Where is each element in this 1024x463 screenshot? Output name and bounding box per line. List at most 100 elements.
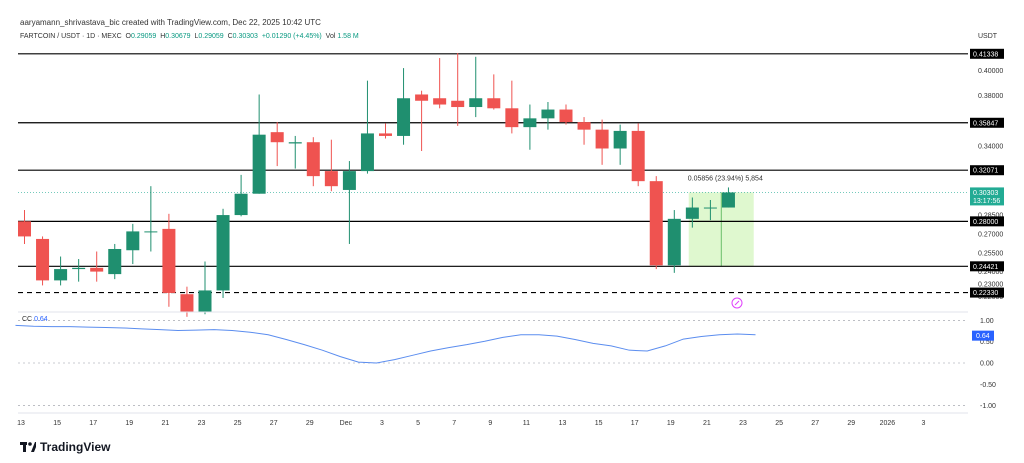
candle[interactable] [703, 199, 717, 221]
candle[interactable] [288, 135, 302, 169]
candle-body [703, 207, 717, 209]
candle[interactable] [685, 197, 699, 228]
tradingview-logo[interactable]: TradingView [20, 440, 110, 454]
candle[interactable] [415, 90, 429, 152]
candle[interactable] [433, 58, 447, 109]
candle[interactable] [126, 223, 140, 265]
time-tick-label: 17 [631, 420, 639, 427]
time-tick-label: 19 [125, 420, 133, 427]
close-value: 0.30303 [232, 33, 258, 40]
level-badge [970, 287, 1004, 298]
candle[interactable] [90, 251, 104, 282]
close-label: C [227, 33, 233, 40]
tradingview-logo-text: TradingView [40, 440, 111, 454]
low-label: L [194, 33, 199, 40]
candle[interactable] [360, 80, 374, 174]
candle-body [90, 267, 104, 272]
time-tick-label: 23 [739, 420, 747, 427]
candle-body [469, 98, 483, 108]
candle[interactable] [487, 74, 501, 110]
candle-body [667, 218, 681, 266]
price-tick-label: 0.34000 [978, 143, 1003, 150]
level-badge-label: 0.35847 [973, 120, 998, 127]
time-tick-label: 27 [270, 420, 278, 427]
candle[interactable] [36, 236, 50, 286]
candle[interactable] [721, 187, 735, 208]
price-tick-label: 0.40000 [978, 68, 1003, 75]
candle[interactable] [324, 139, 338, 192]
candle[interactable] [270, 122, 284, 167]
candle-body [360, 133, 374, 172]
time-tick-label: 7 [452, 420, 456, 427]
level-badge-label: 0.28000 [973, 219, 998, 226]
candle-body [108, 248, 122, 275]
time-tick-label: 17 [89, 420, 97, 427]
candle[interactable] [541, 102, 555, 130]
open-label: O [125, 33, 131, 40]
candle[interactable] [667, 210, 681, 273]
candle[interactable] [379, 123, 392, 139]
candle[interactable] [613, 124, 627, 165]
candle[interactable] [306, 137, 320, 187]
candle-body [288, 142, 302, 144]
time-tick-label: 15 [595, 420, 603, 427]
low-value: 0.29059 [198, 33, 224, 40]
time-tick-label: 15 [53, 420, 61, 427]
candle[interactable] [523, 104, 537, 150]
candle-body [234, 193, 248, 216]
candle-body [72, 267, 86, 270]
candle-body [252, 134, 266, 194]
candle[interactable] [54, 256, 68, 286]
candle-body [487, 98, 501, 109]
alert-icon[interactable] [731, 297, 743, 309]
time-tick-label: 2026 [880, 420, 896, 427]
time-tick-label: 25 [234, 420, 242, 427]
candle-body [415, 94, 429, 101]
level-badge [970, 165, 1004, 176]
level-badge-label: 0.24421 [973, 264, 998, 271]
candle-body [523, 118, 537, 128]
candle[interactable] [451, 53, 465, 126]
candle[interactable] [595, 119, 609, 165]
indicator-tick-label: -1.00 [980, 403, 996, 410]
level-badge [970, 117, 1004, 128]
candle[interactable] [559, 104, 573, 125]
candle[interactable] [342, 161, 356, 244]
time-tick-label: 21 [703, 420, 711, 427]
candle[interactable] [649, 176, 663, 270]
candle[interactable] [162, 213, 176, 307]
candle[interactable] [72, 259, 86, 282]
change-value: +0.01290 (+4.45%) [261, 33, 322, 40]
level-badge [970, 261, 1004, 272]
level-badge-label: 0.41338 [973, 51, 998, 58]
price-axis: 0.40000 0.38000 0.34000 0.28500 0.27000 0.255… [978, 68, 1003, 301]
candle[interactable] [577, 117, 591, 145]
indicator-pane: 1.00 0.50 0.00 -0.50 -1.00 0.64 [15, 311, 996, 410]
candle-body [270, 132, 284, 143]
level-badge [970, 48, 1004, 59]
level-badge-label: 0.32071 [973, 168, 998, 175]
volume-value: 1.58 M [337, 33, 359, 40]
symbol-name[interactable]: FARTCOIN / USDT · 1D · MEXC [20, 33, 122, 40]
time-tick-label: 13 [17, 420, 25, 427]
indicator-legend[interactable]: CC 0.64 [22, 316, 48, 323]
candle[interactable] [108, 243, 122, 280]
candle-body [162, 228, 176, 293]
candle[interactable] [198, 261, 212, 315]
candle-body [306, 142, 320, 177]
candle-body [324, 171, 338, 187]
candle[interactable] [469, 56, 483, 118]
candle-body [505, 108, 519, 128]
candle[interactable] [18, 210, 31, 244]
candle[interactable] [144, 186, 158, 252]
indicator-tick-label: 1.00 [980, 318, 994, 325]
candle[interactable] [252, 94, 266, 194]
candle[interactable] [397, 68, 411, 145]
candle[interactable] [505, 80, 519, 134]
time-tick-label: Dec [340, 420, 353, 427]
price-tick-label: 0.24000 [978, 269, 1003, 276]
candle[interactable] [234, 174, 248, 217]
candle[interactable] [216, 208, 230, 298]
candle[interactable] [631, 123, 645, 187]
